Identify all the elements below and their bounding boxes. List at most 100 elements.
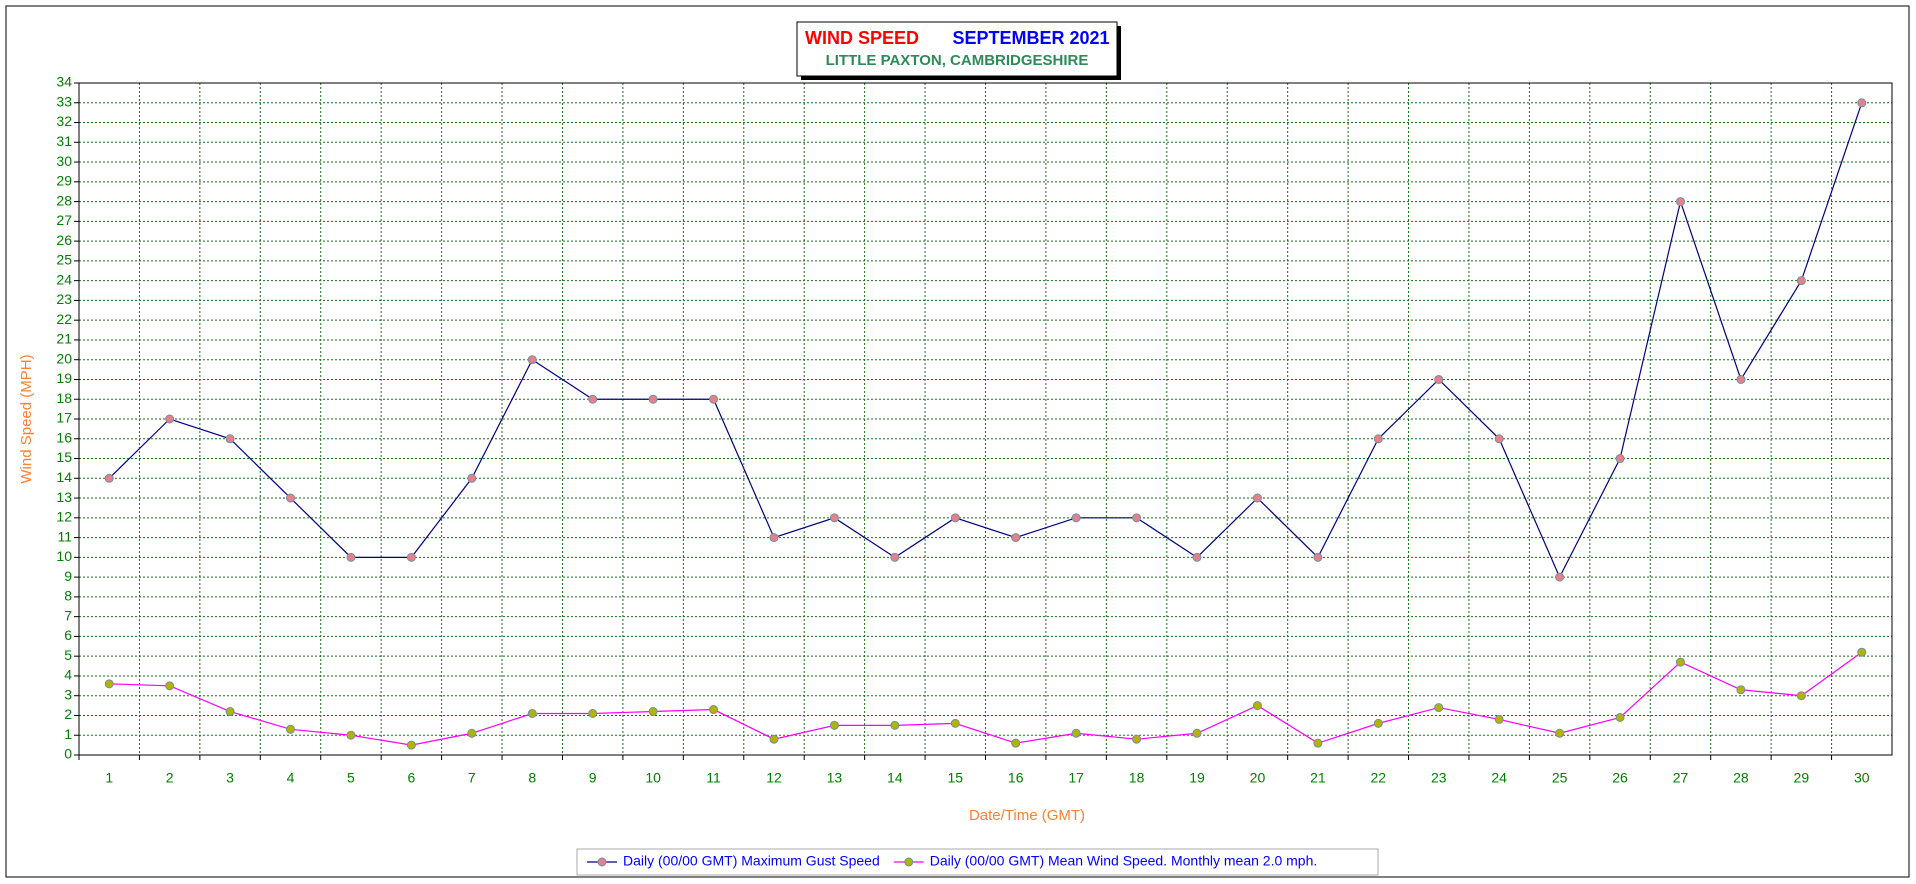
y-tick-label: 18 bbox=[56, 390, 72, 406]
data-point bbox=[588, 394, 598, 404]
data-point bbox=[1434, 374, 1444, 384]
title-box bbox=[796, 21, 1118, 77]
y-tick-label: 15 bbox=[56, 449, 72, 465]
data-point bbox=[467, 473, 477, 483]
data-point bbox=[225, 707, 235, 717]
x-tick-label: 30 bbox=[1854, 770, 1870, 786]
y-tick-label: 8 bbox=[64, 588, 72, 604]
data-point bbox=[286, 724, 296, 734]
data-point bbox=[286, 493, 296, 503]
y-tick-label: 14 bbox=[56, 469, 72, 485]
y-tick-label: 25 bbox=[56, 252, 72, 268]
data-point bbox=[104, 473, 114, 483]
x-tick-label: 4 bbox=[287, 770, 295, 786]
y-tick-label: 9 bbox=[64, 568, 72, 584]
data-point bbox=[1615, 454, 1625, 464]
legend-box bbox=[576, 848, 1379, 876]
data-point bbox=[1252, 493, 1262, 503]
y-tick-label: 4 bbox=[64, 667, 72, 683]
data-point bbox=[1132, 734, 1142, 744]
x-tick-label: 20 bbox=[1250, 770, 1266, 786]
data-point bbox=[1494, 714, 1504, 724]
chart-title-date: SEPTEMBER 2021 bbox=[952, 28, 1109, 48]
data-point bbox=[406, 552, 416, 562]
x-tick-label: 27 bbox=[1673, 770, 1689, 786]
data-point bbox=[1796, 691, 1806, 701]
series-line bbox=[109, 651, 1863, 746]
data-point bbox=[1675, 197, 1685, 207]
data-point bbox=[467, 728, 477, 738]
data-point bbox=[709, 394, 719, 404]
x-tick-label: 11 bbox=[706, 770, 721, 786]
x-tick-label: 18 bbox=[1129, 770, 1145, 786]
data-point bbox=[1736, 374, 1746, 384]
y-tick-label: 26 bbox=[56, 232, 72, 248]
data-point bbox=[1132, 513, 1142, 523]
data-point bbox=[1555, 728, 1565, 738]
legend-marker bbox=[597, 857, 607, 867]
data-point bbox=[648, 394, 658, 404]
y-tick-label: 27 bbox=[56, 212, 72, 228]
data-point bbox=[1857, 647, 1867, 657]
y-tick-label: 32 bbox=[56, 113, 72, 129]
data-point bbox=[588, 708, 598, 718]
x-tick-label: 17 bbox=[1068, 770, 1084, 786]
y-tick-label: 30 bbox=[56, 153, 72, 169]
data-point bbox=[709, 705, 719, 715]
data-point bbox=[1796, 276, 1806, 286]
data-point bbox=[225, 434, 235, 444]
data-point bbox=[1011, 533, 1021, 543]
chart-title: WIND SPEED bbox=[805, 28, 919, 48]
data-point bbox=[950, 513, 960, 523]
data-point bbox=[165, 414, 175, 424]
data-point bbox=[1071, 728, 1081, 738]
chart-border bbox=[5, 5, 1910, 878]
x-tick-label: 19 bbox=[1189, 770, 1205, 786]
y-tick-label: 29 bbox=[56, 173, 72, 189]
data-point bbox=[1494, 434, 1504, 444]
y-tick-label: 33 bbox=[56, 93, 72, 109]
data-point bbox=[829, 513, 839, 523]
x-tick-label: 23 bbox=[1431, 770, 1447, 786]
data-point bbox=[1736, 685, 1746, 695]
data-point bbox=[890, 552, 900, 562]
y-tick-label: 20 bbox=[56, 350, 72, 366]
data-point bbox=[1857, 98, 1867, 108]
x-tick-label: 6 bbox=[407, 770, 415, 786]
x-tick-label: 7 bbox=[468, 770, 476, 786]
data-point bbox=[1192, 728, 1202, 738]
x-tick-label: 25 bbox=[1552, 770, 1568, 786]
x-tick-label: 5 bbox=[347, 770, 355, 786]
y-axis-label: Wind Speed (MPH) bbox=[18, 354, 35, 483]
x-tick-label: 28 bbox=[1733, 770, 1749, 786]
y-tick-label: 23 bbox=[56, 291, 72, 307]
x-tick-label: 29 bbox=[1794, 770, 1810, 786]
y-tick-label: 31 bbox=[56, 133, 72, 149]
data-point bbox=[104, 679, 114, 689]
data-point bbox=[1615, 712, 1625, 722]
x-tick-label: 21 bbox=[1310, 770, 1326, 786]
data-point bbox=[165, 681, 175, 691]
y-tick-label: 22 bbox=[56, 311, 72, 327]
y-tick-label: 34 bbox=[56, 74, 72, 90]
data-point bbox=[1313, 738, 1323, 748]
x-tick-label: 9 bbox=[589, 770, 597, 786]
y-tick-label: 28 bbox=[56, 192, 72, 208]
data-point bbox=[346, 730, 356, 740]
x-tick-label: 13 bbox=[827, 770, 843, 786]
data-point bbox=[1373, 718, 1383, 728]
x-tick-label: 1 bbox=[105, 770, 113, 786]
y-tick-label: 12 bbox=[56, 509, 72, 525]
data-point bbox=[1555, 572, 1565, 582]
y-tick-label: 11 bbox=[57, 528, 72, 544]
y-tick-label: 17 bbox=[56, 410, 72, 426]
legend-label: Daily (00/00 GMT) Mean Wind Speed. Month… bbox=[930, 853, 1318, 869]
chart-subtitle: LITTLE PAXTON, CAMBRIDGESHIRE bbox=[826, 52, 1089, 69]
data-point bbox=[1313, 552, 1323, 562]
data-point bbox=[1192, 552, 1202, 562]
x-tick-label: 8 bbox=[528, 770, 536, 786]
x-tick-label: 26 bbox=[1612, 770, 1628, 786]
y-tick-label: 7 bbox=[64, 607, 72, 623]
